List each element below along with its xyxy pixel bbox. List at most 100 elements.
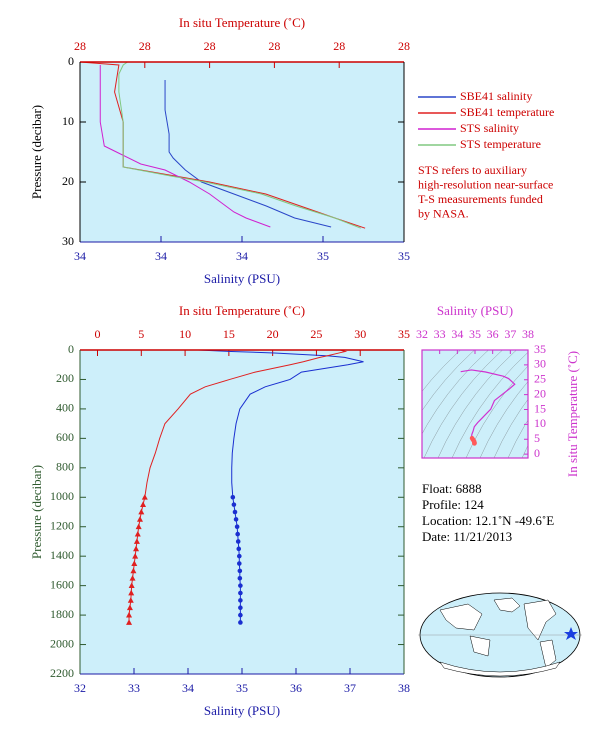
density-contour: [451, 352, 528, 458]
y-tick-label: 30: [62, 234, 74, 248]
x-tick-label: 35: [236, 681, 248, 695]
x-tick-label: 33: [128, 681, 140, 695]
profile-marker: [126, 604, 133, 611]
x-tick-label: 36: [487, 327, 499, 341]
legend-label: STS salinity: [460, 121, 519, 135]
x2-tick-label: 28: [333, 39, 345, 53]
legend-label: SBE41 temperature: [460, 105, 554, 119]
profile-marker: [237, 568, 243, 574]
profile-marker: [237, 561, 242, 566]
x-axis-label: Salinity (PSU): [204, 271, 280, 286]
note: by NASA.: [418, 206, 469, 220]
plot-background: [80, 62, 404, 242]
x-tick-label: 34: [182, 681, 194, 695]
x2-axis-label: In situ Temperature (˚C): [179, 15, 305, 30]
profile-marker: [238, 590, 243, 596]
profile-marker: [138, 508, 145, 515]
density-contour: [493, 398, 528, 458]
profile-marker: [130, 567, 137, 574]
profile-marker: [230, 494, 236, 500]
y-tick-label: 5: [534, 431, 540, 445]
x2-tick-label: 0: [95, 327, 101, 341]
y-tick-label: 1800: [50, 607, 74, 621]
profile-marker: [127, 597, 134, 603]
profile-marker: [235, 539, 241, 544]
x2-tick-label: 28: [74, 39, 86, 53]
profile-marker: [238, 583, 243, 588]
y-axis-label: Pressure (decibar): [29, 465, 44, 559]
y-tick-label: 0: [534, 446, 540, 460]
legend-label: SBE41 salinity: [460, 89, 532, 103]
profile-marker: [126, 611, 133, 618]
y-tick-label: 20: [62, 174, 74, 188]
y-tick-label: 1200: [50, 518, 74, 532]
y-tick-label: 800: [56, 460, 74, 474]
profile-marker: [238, 605, 243, 611]
profile-marker: [141, 494, 148, 500]
plot-background: [80, 350, 404, 674]
profile-marker: [133, 538, 140, 544]
profile-line: [164, 80, 332, 228]
density-contour: [422, 350, 489, 435]
y-tick-label: 10: [62, 114, 74, 128]
profile-marker: [238, 612, 243, 618]
x-tick-label: 36: [290, 681, 302, 695]
x2-axis-label: In situ Temperature (˚C): [179, 303, 305, 318]
x2-tick-label: 10: [179, 327, 191, 341]
x-tick-label: 32: [74, 681, 86, 695]
y-axis-label: In situ Temperature (˚C): [565, 351, 580, 477]
x-tick-label: 34: [155, 249, 167, 263]
x2-tick-label: 28: [398, 39, 410, 53]
x-tick-label: 37: [344, 681, 356, 695]
profile-marker: [128, 589, 135, 596]
y-tick-label: 30: [534, 357, 546, 371]
x2-tick-label: 25: [310, 327, 322, 341]
density-contour: [423, 350, 503, 458]
y-tick-label: 2200: [50, 666, 74, 680]
x-axis-label: Salinity (PSU): [204, 703, 280, 718]
profile-marker: [135, 523, 142, 530]
x2-tick-label: 5: [138, 327, 144, 341]
density-contour: [437, 350, 517, 458]
density-contour: [422, 350, 475, 412]
y-tick-label: 35: [534, 342, 546, 356]
note: high-resolution near-surface: [418, 177, 553, 191]
y-tick-label: 0: [68, 54, 74, 68]
x-tick-label: 32: [416, 327, 428, 341]
profile-marker: [134, 530, 141, 537]
x-tick-label: 35: [398, 249, 410, 263]
info-line: Date: 11/21/2013: [422, 529, 512, 544]
note: T-S measurements funded: [418, 192, 543, 206]
x2-tick-label: 28: [268, 39, 280, 53]
profile-marker: [133, 545, 140, 552]
density-contour: [422, 350, 461, 392]
float-info: Float: 6888 Profile: 124 Location: 12.1˚…: [422, 481, 554, 544]
x-axis-label: Salinity (PSU): [437, 303, 513, 318]
x-tick-label: 35: [469, 327, 481, 341]
y-tick-label: 0: [68, 342, 74, 356]
y-tick-label: 15: [534, 401, 546, 415]
profile-marker: [233, 517, 239, 522]
profile-marker: [238, 598, 243, 603]
x-tick-label: 38: [398, 681, 410, 695]
profile-marker: [232, 509, 238, 515]
y-tick-label: 200: [56, 371, 74, 385]
density-contours: [422, 350, 528, 458]
location-map: [418, 592, 582, 678]
info-line: Location: 12.1˚N -49.6˚E: [422, 513, 554, 528]
x-tick-label: 34: [451, 327, 463, 341]
x-tick-label: 35: [317, 249, 329, 263]
profile-marker: [126, 619, 133, 625]
x2-tick-label: 28: [204, 39, 216, 53]
profile-marker: [236, 546, 242, 552]
x2-tick-label: 20: [267, 327, 279, 341]
y-tick-label: 600: [56, 430, 74, 444]
density-contour: [507, 419, 528, 458]
y-tick-label: 1400: [50, 548, 74, 562]
info-line: Float: 6888: [422, 481, 482, 496]
profile-marker: [235, 531, 240, 537]
profile-marker: [131, 560, 138, 566]
legend-label: STS temperature: [460, 137, 541, 151]
x-tick-label: 38: [522, 327, 534, 341]
x2-tick-label: 35: [398, 327, 410, 341]
